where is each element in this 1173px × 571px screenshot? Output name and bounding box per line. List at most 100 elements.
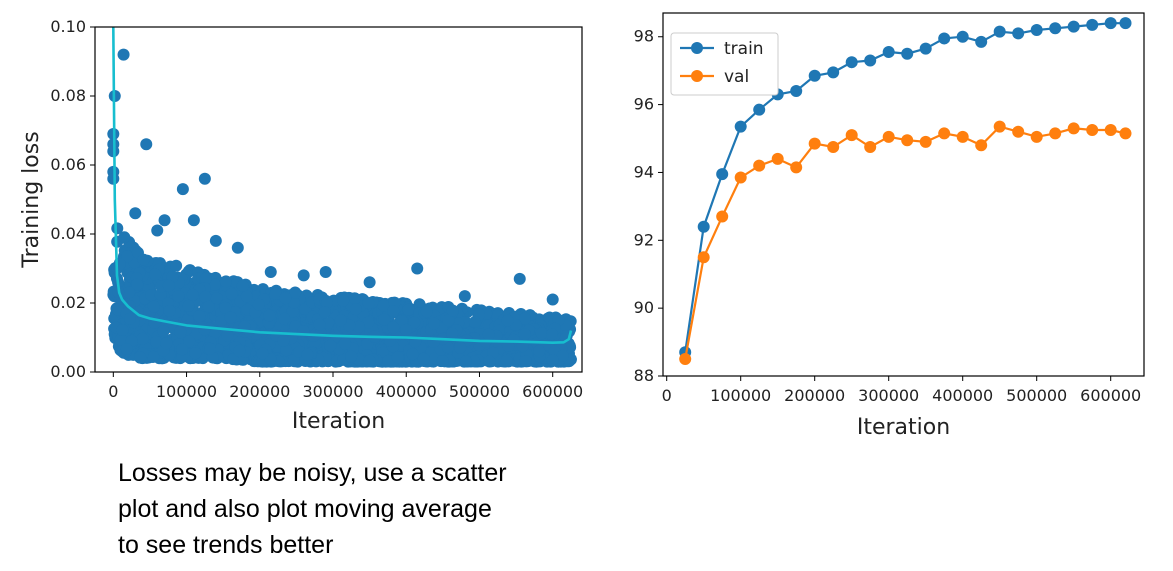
y-tick-label: 96 <box>634 95 654 114</box>
loss-point <box>459 355 472 368</box>
loss-point <box>324 339 337 352</box>
loss-point <box>278 312 291 325</box>
y-tick-label: 0.06 <box>50 155 86 174</box>
plot-frame <box>94 26 583 373</box>
loss-point <box>519 355 532 368</box>
caption-line: to see trends better <box>118 531 334 559</box>
loss-point <box>362 297 375 310</box>
point-train <box>1012 27 1025 40</box>
loss-point <box>170 259 183 272</box>
loss-point <box>353 320 366 333</box>
loss-point <box>157 325 170 338</box>
plot-frame <box>662 12 1145 377</box>
loss-point <box>137 253 150 266</box>
loss-point <box>322 317 335 330</box>
x-axis-label: Iteration <box>857 415 950 440</box>
legend-marker-val <box>691 70 703 82</box>
loss-outlier-point <box>513 272 526 285</box>
x-axis-label: Iteration <box>292 409 385 434</box>
loss-point <box>468 316 481 329</box>
y-tick-label: 90 <box>634 298 654 317</box>
series-val <box>679 120 1132 366</box>
loss-point <box>313 318 326 331</box>
x-tick-label: 500000 <box>449 382 510 401</box>
x-tick-label: 200000 <box>784 386 845 405</box>
point-val <box>975 139 988 152</box>
loss-outlier-point <box>319 265 332 278</box>
point-train <box>919 42 932 55</box>
loss-point <box>174 326 187 339</box>
point-train <box>1049 22 1062 35</box>
point-val <box>771 152 784 165</box>
caption-line: Losses may be noisy, use a scatter <box>118 459 507 487</box>
x-tick-label: 200000 <box>229 382 290 401</box>
loss-point <box>436 354 449 367</box>
y-tick-label: 0.08 <box>50 86 86 105</box>
y-axis-label: Training loss <box>19 131 44 268</box>
point-train <box>938 32 951 45</box>
point-val <box>845 129 858 142</box>
loss-point <box>208 278 221 291</box>
point-val <box>790 161 803 174</box>
loss-point <box>215 314 228 327</box>
point-train <box>1030 23 1043 36</box>
loss-point <box>483 355 496 368</box>
point-val <box>993 120 1006 133</box>
loss-point <box>114 333 127 346</box>
loss-point <box>219 301 232 314</box>
loss-point <box>535 327 548 340</box>
point-val <box>679 353 692 366</box>
loss-point <box>556 349 569 362</box>
loss-point <box>145 289 158 302</box>
loss-point <box>337 294 350 307</box>
loss-point <box>162 279 175 292</box>
loss-point <box>182 299 195 312</box>
y-tick-label: 94 <box>634 162 654 181</box>
accuracy-chart: 0 100000 200000 300000 400000 500000 600000 88 9… <box>634 12 1145 440</box>
loss-point <box>289 286 302 299</box>
point-train <box>901 47 914 60</box>
point-train <box>975 35 988 48</box>
y-tick-label: 0.00 <box>50 362 86 381</box>
loss-point <box>160 337 173 350</box>
point-train <box>1104 17 1117 30</box>
x-tick-label: 600000 <box>522 382 583 401</box>
point-train <box>790 85 803 98</box>
loss-point <box>446 304 459 317</box>
loss-point <box>279 292 292 305</box>
x-tick-label: 400000 <box>932 386 993 405</box>
loss-point <box>202 300 215 313</box>
loss-point <box>454 341 467 354</box>
loss-point <box>233 344 246 357</box>
loss-point <box>116 324 129 337</box>
loss-point <box>406 348 419 361</box>
loss-point <box>348 292 361 305</box>
loss-point <box>339 337 352 350</box>
point-val <box>1119 127 1132 140</box>
loss-outlier-point <box>151 224 164 237</box>
loss-point <box>147 350 160 363</box>
x-tick-label: 100000 <box>156 382 217 401</box>
point-train <box>808 69 821 82</box>
x-tick-label: 0 <box>108 382 118 401</box>
loss-point <box>136 332 149 345</box>
loss-point <box>256 347 269 360</box>
loss-point <box>395 314 408 327</box>
loss-outlier-point <box>107 172 120 185</box>
loss-point <box>269 287 282 300</box>
training-loss-chart: 0 100000 200000 300000 400000 500000 600000 0.0… <box>19 17 583 434</box>
point-val <box>716 210 729 223</box>
loss-point <box>121 250 134 263</box>
point-val <box>697 251 710 264</box>
point-val <box>1104 124 1117 137</box>
y-tick-label: 0.02 <box>50 293 86 312</box>
x-tick-label: 400000 <box>376 382 437 401</box>
point-val <box>1067 122 1080 135</box>
loss-point <box>149 268 162 281</box>
legend: train val <box>670 32 779 96</box>
loss-outlier-point <box>411 262 424 275</box>
loss-point <box>172 290 185 303</box>
loss-point <box>417 352 430 365</box>
loss-point <box>321 297 334 310</box>
loss-point <box>377 299 390 312</box>
